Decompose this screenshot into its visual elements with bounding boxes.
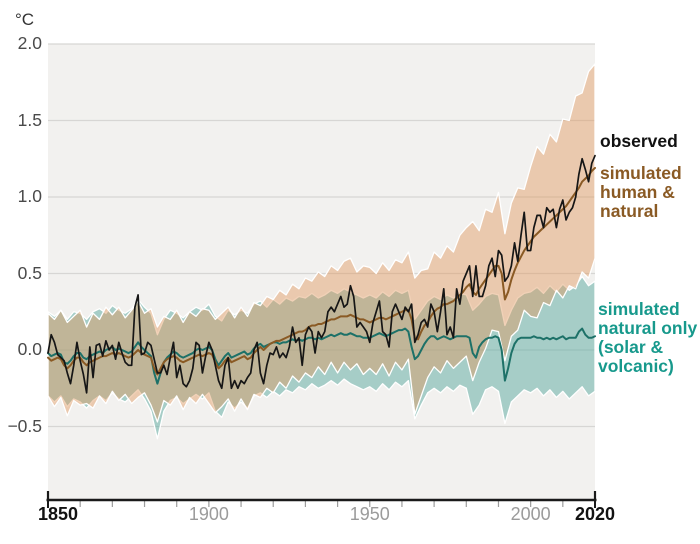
observed-line (47, 154, 596, 394)
natural_only-line (47, 327, 596, 385)
legend-simulated-human-natural: simulated human & natural (600, 163, 682, 221)
y-tick-label-0.0: 0.0 (17, 339, 42, 359)
x-tick-label-1900: 1900 (188, 504, 229, 524)
x-tick-label-1950: 1950 (349, 504, 390, 524)
x-tick-label-1850: 1850 (37, 504, 79, 524)
y-axis-unit-label: °C (15, 10, 35, 29)
y-tick-label-−0.5: −0.5 (7, 415, 42, 436)
y-tick-label-2.0: 2.0 (17, 33, 42, 53)
x-tick-label-2000: 2000 (510, 504, 551, 524)
x-tick-label-2020: 2020 (574, 504, 616, 524)
y-tick-label-1.5: 1.5 (17, 109, 42, 130)
legend-observed: observed (600, 131, 678, 151)
y-tick-label-0.5: 0.5 (17, 262, 42, 283)
y-tick-label-1.0: 1.0 (17, 186, 42, 206)
human_natural-uncertainty-band (47, 63, 596, 423)
human_natural-line (47, 166, 596, 376)
legend-simulated-natural-only: simulated natural only (solar & volcanic… (598, 299, 698, 376)
